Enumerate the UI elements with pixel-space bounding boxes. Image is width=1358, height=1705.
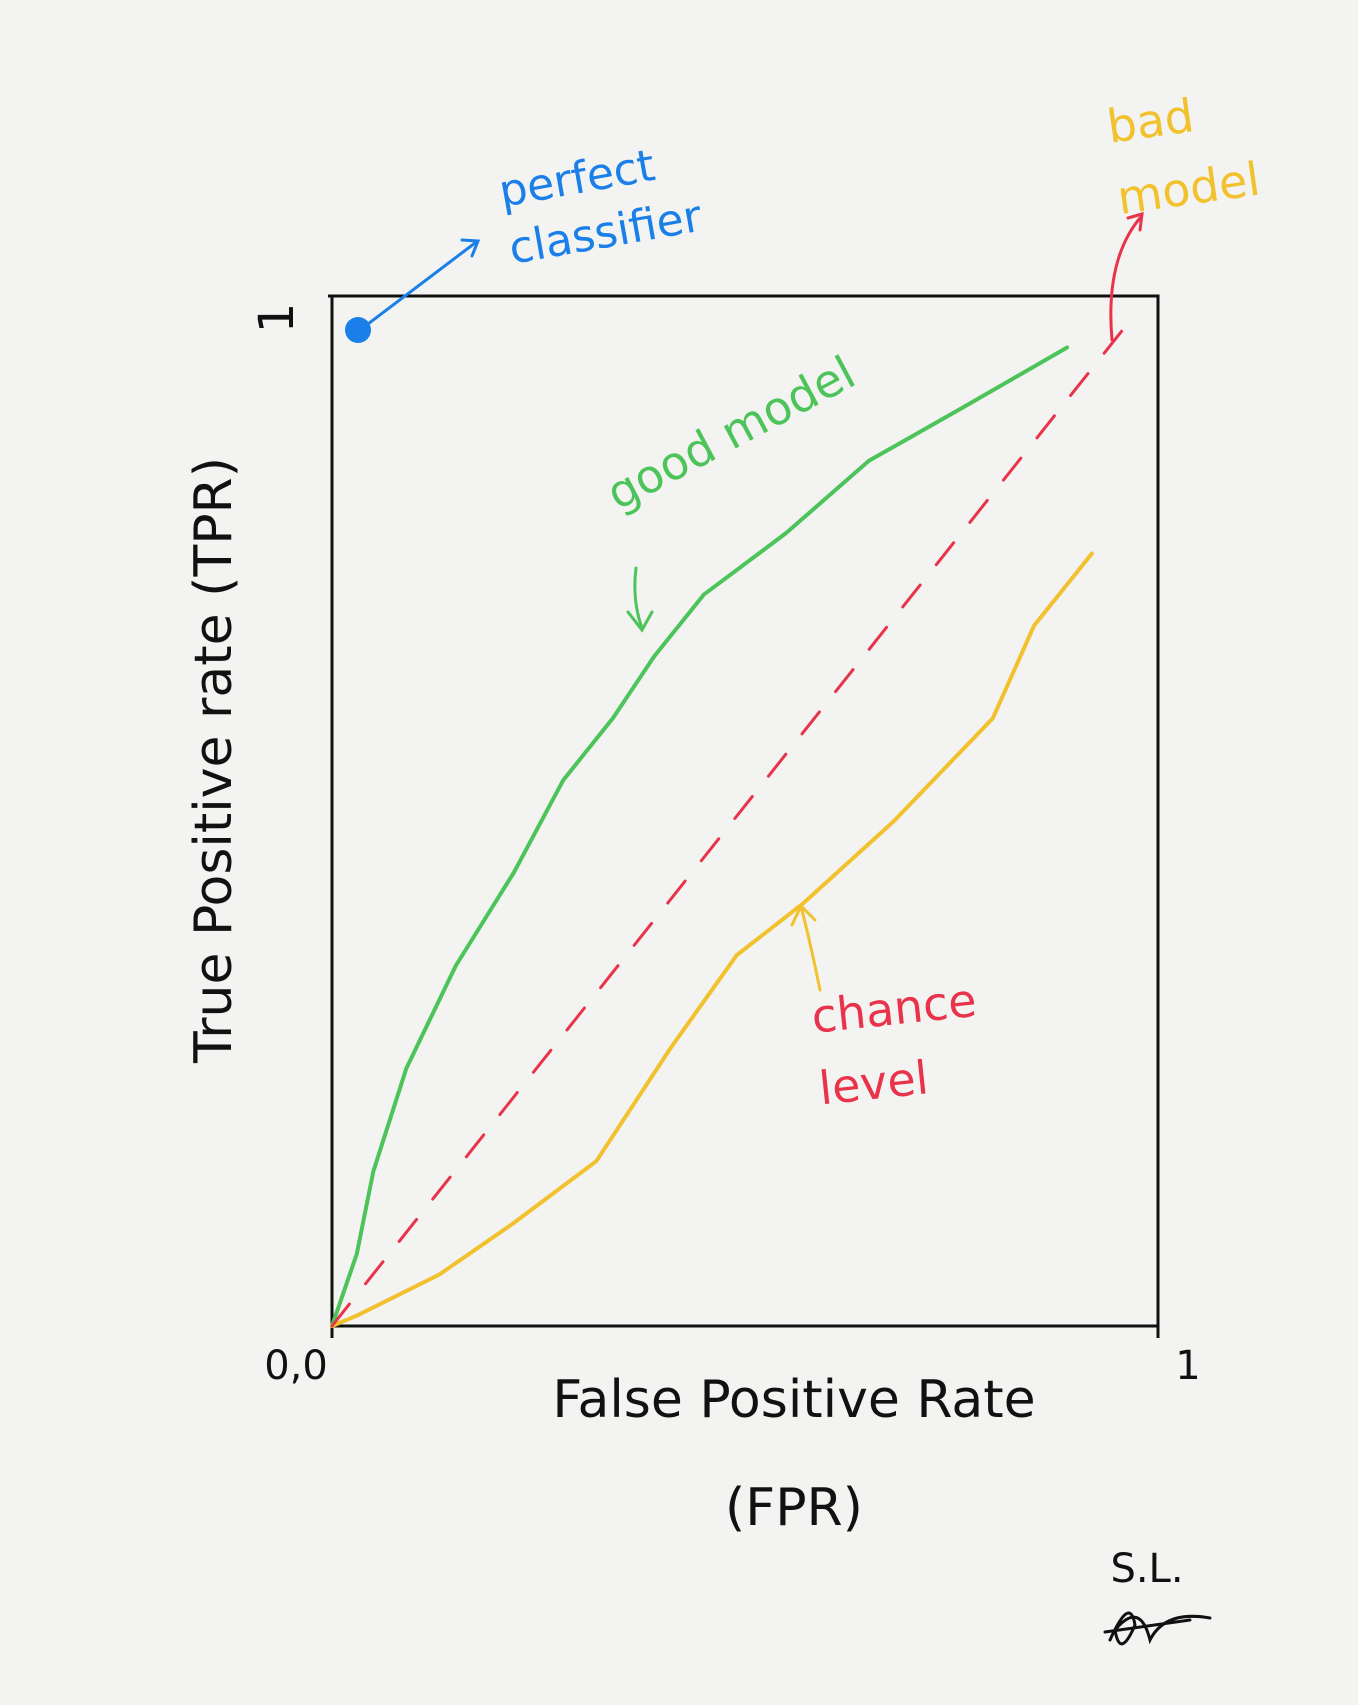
signature: S.L. <box>1110 1546 1183 1592</box>
x-tick-label: 1 <box>1175 1343 1200 1389</box>
y-tick-label: 1 <box>249 303 305 334</box>
plot-frame <box>330 294 1160 1328</box>
x-axis-title: False Positive Rate (FPR) <box>552 1370 1035 1538</box>
y-axis-title: True Positive rate (TPR) <box>184 457 244 1064</box>
arrow-perfect <box>358 238 481 332</box>
x-tick-label: 0,0 <box>264 1343 328 1389</box>
arrow-chance <box>1109 211 1144 342</box>
signature-scribble <box>1103 1611 1212 1646</box>
arrow-good <box>626 566 654 633</box>
series-line <box>330 551 1094 1328</box>
series-line <box>330 315 1135 1328</box>
marker-point <box>345 317 371 343</box>
series-line <box>330 345 1070 1328</box>
